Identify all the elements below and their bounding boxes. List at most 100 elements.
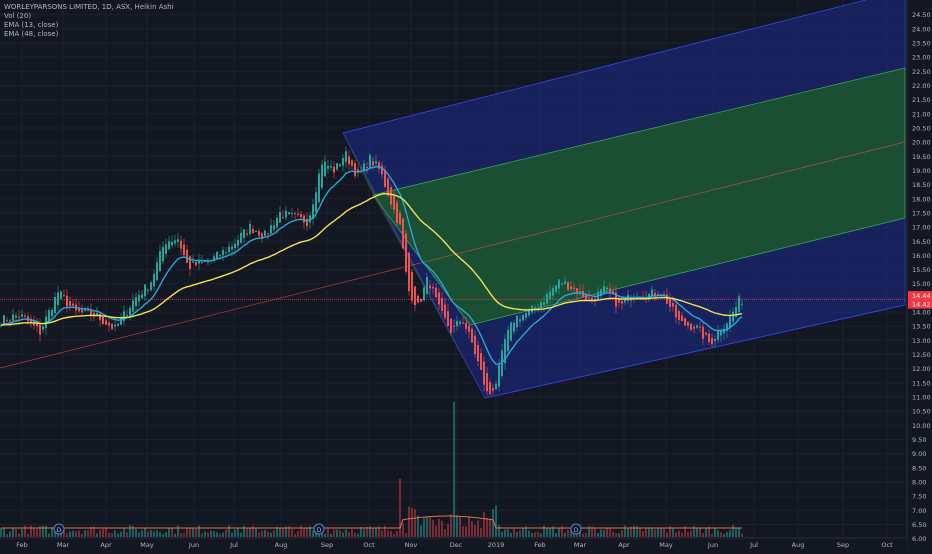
candle-body [567,282,569,291]
volume-bar [696,527,698,537]
candle-body [237,240,239,246]
volume-bar [411,507,413,537]
volume-bar [303,528,305,537]
candle-body [150,282,152,291]
volume-bar [462,526,464,537]
volume-bar [426,516,428,537]
volume-bar [24,525,26,537]
candle-body [369,155,371,168]
volume-bar [507,529,509,537]
time-tick-label: Jun [188,541,199,549]
volume-bar [351,529,353,537]
volume-bar [42,525,44,537]
indicator-ema-13[interactable]: EMA (13, close) [4,21,59,29]
candle-body [291,213,293,215]
volume-bar [63,530,65,537]
volume-bar [60,533,62,537]
candle-body [489,382,491,395]
candle-body [621,301,623,304]
candle-body [216,251,218,259]
volume-bar [369,526,371,537]
volume-bar [327,528,329,537]
volume-bar [111,532,113,537]
candle-body [0,325,2,327]
dividend-marker: D [570,523,582,535]
candle-body [99,313,101,321]
volume-bar [252,525,254,537]
volume-bar [543,525,545,537]
candle-body [288,212,290,215]
volume-bar [546,527,548,537]
volume-bar [567,529,569,537]
volume-bar [396,531,398,537]
volume-bar [162,533,164,537]
volume-bar [486,518,488,537]
candle-body [741,303,743,305]
candle-body [240,233,242,243]
volume-bar [612,531,614,537]
candle-body [474,335,476,355]
volume-bar [510,532,512,537]
candle-body [90,309,92,316]
time-axis[interactable]: Feb Mar Apr May Jun Jul Aug Sep Oct Nov Dec 2019 Feb… [0,537,907,550]
volume-bar [417,515,419,537]
candle-body [381,165,383,175]
candle-body [687,321,689,326]
volume-bar [330,533,332,537]
channel-bottom-line [484,304,906,399]
candle-body [411,271,413,301]
indicator-ema-48[interactable]: EMA (48, close) [4,30,59,38]
chart-title[interactable]: WORLEYPARSONS LIMITED, 1D, ASX, Heikin A… [4,3,174,11]
candle-body [666,294,668,304]
candle-body [135,296,137,307]
volume-bar [165,532,167,537]
candle-body [672,302,674,307]
volume-bar [393,533,395,537]
volume-bar [678,530,680,537]
volume-bar [153,531,155,537]
volume-bar [534,532,536,537]
candle-body [450,318,452,333]
volume-bar [312,530,314,537]
candle-body [465,322,467,329]
candle-body [627,294,629,301]
volume-bar [189,527,191,537]
candle-body [270,225,272,234]
volume-bar [180,533,182,537]
candle-body [87,309,89,311]
volume-bar [459,516,461,537]
candle-body [165,244,167,254]
pitchfork-channel[interactable] [0,0,906,399]
volume-bar [429,517,431,537]
volume-bar [390,530,392,537]
candle-body [705,332,707,335]
volume-bar [726,531,728,537]
candle-body [540,302,542,308]
candle-body [654,292,656,296]
price-tick-label: 7.50 [912,493,926,501]
candle-body [492,388,494,391]
volume-bar [405,533,407,537]
indicator-volume[interactable]: Vol (20) [4,12,32,20]
candle-body [144,284,146,297]
candle-body [321,164,323,188]
volume-bar [453,402,455,537]
time-tick-label: Jul [749,541,758,549]
time-tick-label: Aug [792,541,805,549]
candle-body [501,350,503,376]
candle-body [603,286,605,293]
candle-body [126,314,128,317]
dividend-letter: D [57,527,62,534]
volume-bar [75,531,77,537]
price-axis-bg [907,0,932,550]
price-axis[interactable]: 24.50 24.00 23.50 23.00 22.50 22.00 21.50 21.00… [906,0,932,550]
volume-bar [666,532,668,537]
dividend-marker: D [313,523,325,535]
volume-bar [192,527,194,537]
price-tick-label: 20.00 [912,139,931,147]
candle-body [339,164,341,167]
last-price-label: 14.42 [912,301,931,309]
volume-bar [552,526,554,537]
